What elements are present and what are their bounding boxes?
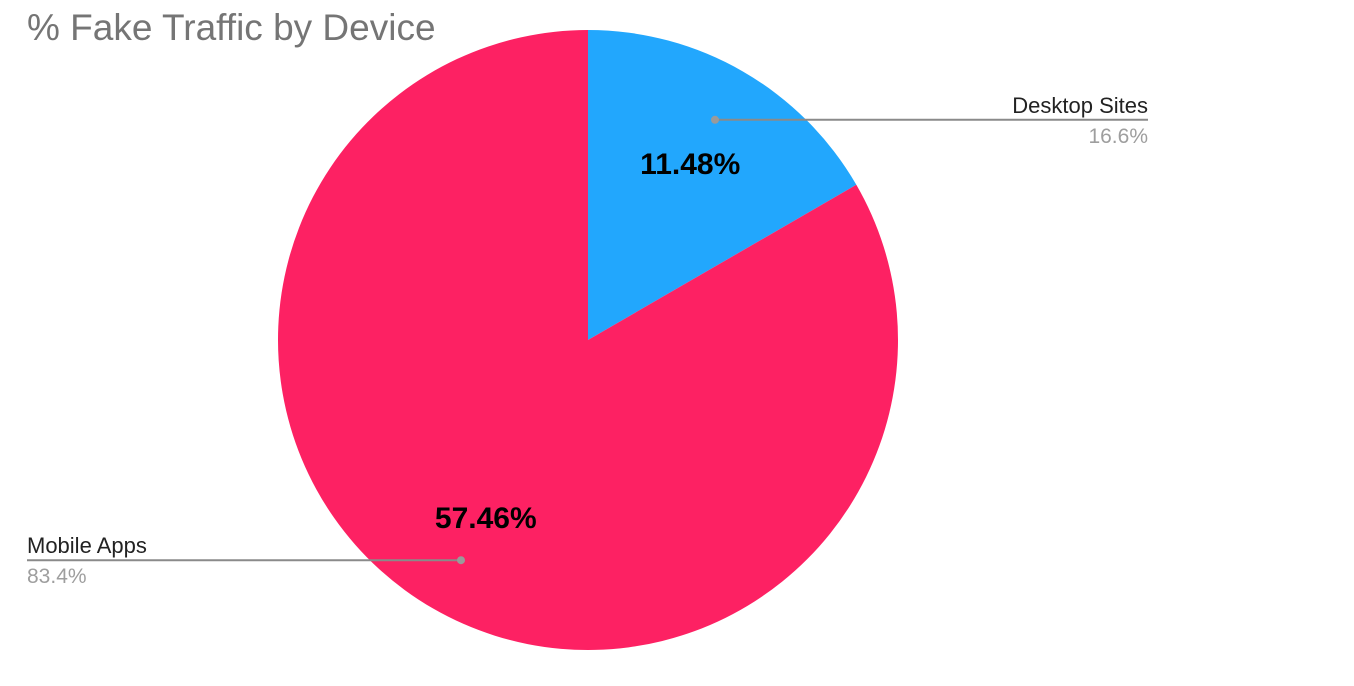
slice-callouts: Desktop Sites 16.6% Mobile Apps 83.4% xyxy=(27,93,1148,588)
callout-dot-desktop-sites xyxy=(710,115,719,124)
slice-value-labels: 11.48% 57.46% xyxy=(435,148,740,535)
callout-dot-mobile-apps xyxy=(457,556,466,565)
pie-slices xyxy=(277,30,899,650)
chart-title: % Fake Traffic by Device xyxy=(27,7,436,48)
callout-name-mobile-apps: Mobile Apps xyxy=(27,533,147,558)
pie-slice-mobile-apps xyxy=(277,30,899,650)
slice-value-label-desktop-sites: 11.48% xyxy=(640,148,740,181)
slice-value-label-mobile-apps: 57.46% xyxy=(435,502,537,535)
callout-share-mobile-apps: 83.4% xyxy=(27,565,87,588)
pie-slice-desktop-sites xyxy=(588,30,857,340)
callout-share-desktop-sites: 16.6% xyxy=(1088,125,1148,148)
callout-name-desktop-sites: Desktop Sites xyxy=(1012,93,1148,118)
